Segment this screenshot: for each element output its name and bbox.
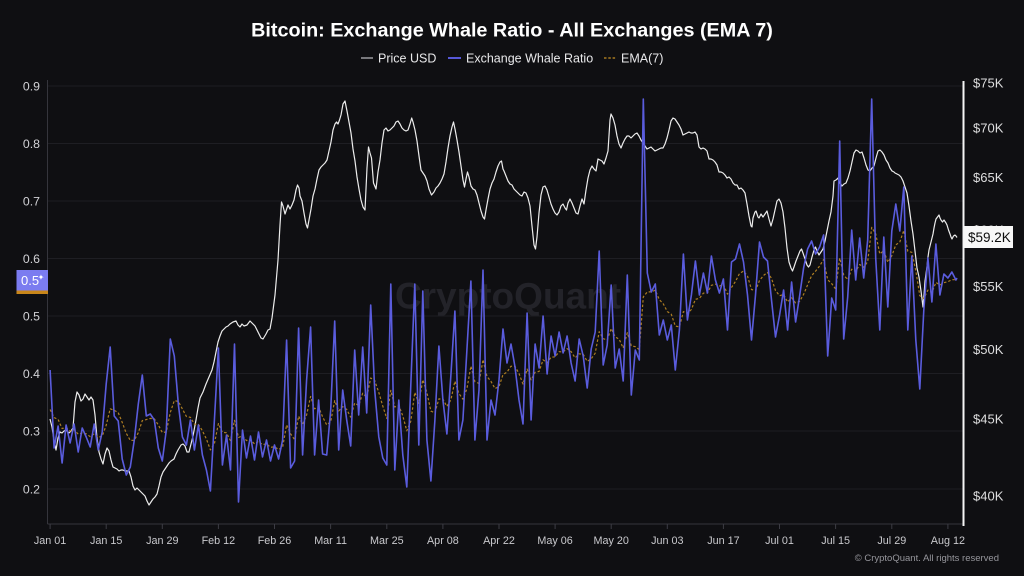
svg-text:May 06: May 06 (537, 535, 572, 547)
svg-text:0.5: 0.5 (23, 310, 40, 324)
svg-text:Feb 26: Feb 26 (258, 535, 292, 547)
svg-text:Feb 12: Feb 12 (202, 535, 236, 547)
svg-text:Price USD: Price USD (378, 52, 436, 66)
svg-text:0.8: 0.8 (23, 137, 40, 151)
svg-text:$75K: $75K (973, 76, 1004, 91)
svg-text:Mar 11: Mar 11 (314, 535, 347, 547)
svg-text:Jun 17: Jun 17 (707, 535, 739, 547)
svg-text:0.9: 0.9 (23, 80, 40, 94)
svg-text:Jan 01: Jan 01 (34, 535, 66, 547)
svg-text:Jun 03: Jun 03 (651, 535, 683, 547)
svg-text:Apr 08: Apr 08 (427, 535, 459, 547)
svg-text:0.6: 0.6 (23, 252, 40, 266)
svg-text:Jan 15: Jan 15 (90, 535, 122, 547)
svg-text:$70K: $70K (973, 121, 1004, 136)
svg-text:0.2: 0.2 (23, 483, 40, 497)
svg-text:Jul 01: Jul 01 (765, 535, 794, 547)
svg-text:Jul 15: Jul 15 (821, 535, 850, 547)
svg-text:Apr 22: Apr 22 (483, 535, 515, 547)
svg-text:0.7: 0.7 (23, 195, 40, 209)
svg-text:Mar 25: Mar 25 (370, 535, 404, 547)
svg-text:$59.2K: $59.2K (968, 230, 1011, 245)
svg-text:$65K: $65K (973, 170, 1004, 185)
svg-text:0.3: 0.3 (23, 425, 40, 439)
svg-text:EMA(7): EMA(7) (621, 52, 663, 66)
svg-text:CryptoQuant: CryptoQuant (395, 276, 621, 317)
svg-text:0.5: 0.5 (21, 273, 39, 288)
svg-text:Exchange Whale Ratio: Exchange Whale Ratio (466, 52, 593, 66)
svg-text:© CryptoQuant. All rights rese: © CryptoQuant. All rights reserved (855, 553, 999, 564)
svg-text:Jul 29: Jul 29 (877, 535, 906, 547)
svg-text:$55K: $55K (973, 279, 1004, 294)
svg-text:May 20: May 20 (593, 535, 628, 547)
svg-text:Bitcoin: Exchange Whale Ratio: Bitcoin: Exchange Whale Ratio - All Exch… (251, 20, 773, 42)
svg-text:0.4: 0.4 (23, 367, 40, 381)
svg-text:$50K: $50K (973, 342, 1004, 357)
svg-text:✦: ✦ (38, 273, 45, 282)
svg-text:Jan 29: Jan 29 (146, 535, 178, 547)
svg-text:Aug 12: Aug 12 (931, 535, 965, 547)
svg-text:$40K: $40K (973, 489, 1004, 504)
svg-text:$45K: $45K (973, 412, 1004, 427)
